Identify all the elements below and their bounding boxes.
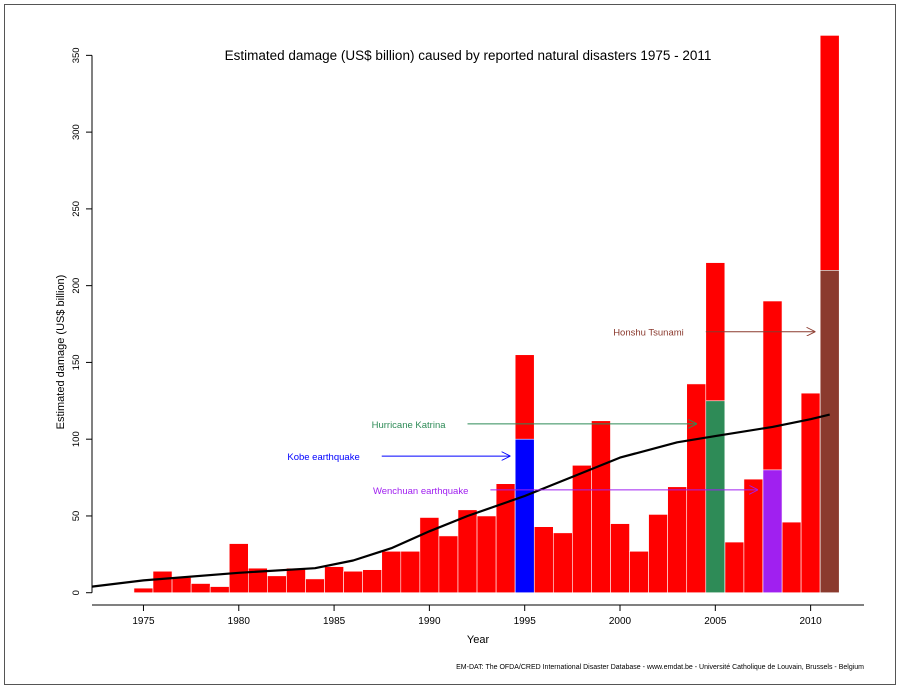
bar-1983 bbox=[286, 567, 306, 594]
y-axis-title: Estimated damage (US$ billion) bbox=[55, 275, 67, 430]
highlight-bar-2011 bbox=[819, 269, 840, 594]
annotation-label-3: Wenchuan earthquake bbox=[373, 486, 468, 497]
bar-1980 bbox=[228, 543, 249, 594]
bar-1986 bbox=[343, 570, 363, 594]
bar-2001 bbox=[629, 550, 649, 594]
y-tick-label-200: 200 bbox=[71, 278, 82, 294]
annotation-label-0: Honshu Tsunami bbox=[613, 328, 684, 339]
x-tick-label-2000: 2000 bbox=[609, 616, 632, 627]
bar-1989 bbox=[400, 550, 421, 594]
bar-1982 bbox=[267, 575, 287, 594]
bar-1992 bbox=[457, 509, 478, 594]
x-axis-title: Year bbox=[467, 634, 490, 646]
bar-1987 bbox=[362, 569, 383, 594]
chart-title: Estimated damage (US$ billion) caused by… bbox=[225, 48, 712, 63]
bar-1985 bbox=[324, 566, 344, 594]
y-tick-label-150: 150 bbox=[71, 354, 82, 370]
trend-line bbox=[91, 413, 830, 588]
y-tick-label-100: 100 bbox=[71, 431, 82, 447]
bar-2009 bbox=[781, 521, 802, 594]
y-tick-label-50: 50 bbox=[71, 511, 82, 522]
highlight-bar-2005 bbox=[705, 400, 726, 594]
annotation-label-2: Kobe earthquake bbox=[287, 452, 359, 463]
x-tick-label-1990: 1990 bbox=[418, 616, 441, 627]
bar-1998 bbox=[572, 464, 592, 594]
x-tick-label-2010: 2010 bbox=[800, 616, 823, 627]
highlight-bar-2008 bbox=[762, 469, 783, 594]
x-tick-label-1995: 1995 bbox=[514, 616, 537, 627]
bar-1996 bbox=[533, 526, 554, 594]
y-tick-label-350: 350 bbox=[71, 47, 82, 63]
y-tick-label-250: 250 bbox=[71, 201, 82, 217]
x-tick-label-2005: 2005 bbox=[704, 616, 727, 627]
highlight-bar-1995 bbox=[514, 438, 535, 594]
bar-1978 bbox=[190, 583, 211, 594]
bar-1991 bbox=[438, 535, 459, 594]
x-tick-label-1980: 1980 bbox=[228, 616, 251, 627]
bar-2007 bbox=[743, 478, 764, 594]
y-tick-label-300: 300 bbox=[71, 124, 82, 140]
x-tick-label-1985: 1985 bbox=[323, 616, 346, 627]
bar-1984 bbox=[305, 578, 325, 594]
bar-1997 bbox=[552, 532, 573, 594]
bar-1976 bbox=[152, 570, 173, 594]
bar-2003 bbox=[667, 486, 688, 594]
bar-1979 bbox=[209, 586, 230, 594]
bar-1999 bbox=[591, 420, 611, 594]
bar-1993 bbox=[476, 515, 497, 594]
plot-area: Honshu Tsunami Hurricane Katrina Kobe eart… bbox=[71, 35, 864, 627]
bar-1977 bbox=[171, 577, 192, 594]
bar-2006 bbox=[724, 541, 745, 594]
annotation-label-1: Hurricane Katrina bbox=[372, 420, 447, 431]
bar-2002 bbox=[648, 514, 668, 594]
bar-2000 bbox=[610, 523, 630, 594]
source-note: EM-DAT: The OFDA/CRED International Disa… bbox=[456, 664, 864, 671]
y-tick-label-0: 0 bbox=[71, 590, 82, 595]
bar-2010 bbox=[800, 392, 821, 594]
bar-1975 bbox=[133, 587, 154, 594]
bar-1988 bbox=[381, 550, 402, 594]
x-tick-label-1975: 1975 bbox=[132, 616, 155, 627]
bar-2004 bbox=[686, 383, 707, 594]
